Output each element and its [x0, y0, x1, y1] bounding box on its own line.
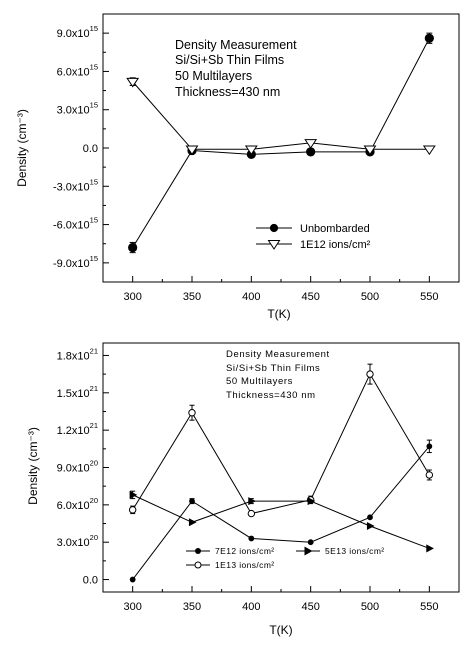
bottom-x-tick-label-300: 300: [123, 601, 141, 613]
bottom-series-2-point-5: [426, 544, 434, 553]
bottom-series-0-point-2: [248, 535, 255, 542]
top-series-1-line: [132, 81, 430, 150]
bottom-series-0-point-1: [189, 498, 195, 505]
bottom-y-tick-label-1: 1.5x1021: [57, 384, 98, 400]
top-series-1-point-1: [185, 145, 199, 156]
bottom-y-tick-label-0: 1.8x1021: [57, 346, 98, 362]
top-y-tick-label-6: -9.0x1015: [53, 254, 98, 270]
bottom-legend-marker-1: [195, 548, 201, 554]
top-legend-label-2: 1E12 ions/cm²: [300, 239, 371, 251]
top-y-ticks: 9.0x1015 6.0x1015 3.0x1015 0.0 -3.0x1015 -6.0…: [53, 24, 109, 270]
top-x-tick-label-400: 400: [242, 291, 260, 303]
top-series-0-line: [132, 38, 430, 248]
top-chart: 300 350 400 450 500 550 9.0x1015 6.0x1015 3.0x1…: [15, 13, 460, 321]
top-legend: Unbombarded 1E12 ions/cm²: [256, 223, 371, 251]
top-annotation-line-3: 50 Multilayers: [175, 69, 252, 83]
bottom-series-1-point-2: [247, 509, 256, 518]
top-x-tick-label-500: 500: [361, 291, 379, 303]
top-annotation-line-2: Si/Si+Sb Thin Films: [175, 53, 284, 67]
bottom-x-tick-label-350: 350: [183, 601, 201, 613]
bottom-series-0-point-3: [307, 539, 314, 546]
top-series-1-point-4: [363, 145, 377, 156]
bottom-y-tick-label-3: 9.0x1020: [57, 459, 98, 475]
top-y-axis-title: Density (cm⁻³): [15, 109, 29, 187]
top-annotation: Density Measurement Si/Si+Sb Thin Films …: [175, 38, 297, 99]
bottom-series-0-line: [132, 446, 430, 580]
top-series-1-point-5: [422, 145, 436, 156]
bottom-x-tick-label-400: 400: [242, 601, 260, 613]
bottom-series-1-point-5: [425, 471, 434, 479]
bottom-legend: 7E12 ions/cm² 5E13 ions/cm² 1E13 ions/cm…: [186, 546, 385, 570]
top-series-1-point-3: [304, 139, 318, 149]
bottom-x-axis-title: T(K): [269, 623, 292, 637]
bottom-series-0-point-0: [129, 576, 136, 583]
bottom-annotation: Density Measurement Si/Si+Sb Thin Films …: [226, 349, 330, 401]
bottom-legend-marker-3: [304, 546, 313, 556]
top-legend-marker-1: [269, 223, 279, 233]
top-series-0-point-0: [128, 242, 138, 253]
top-legend-label-1: Unbombarded: [300, 223, 370, 235]
bottom-y-tick-label-4: 6.0x1020: [57, 496, 98, 512]
bottom-x-tick-label-500: 500: [361, 601, 379, 613]
top-annotation-line-1: Density Measurement: [175, 38, 297, 52]
bottom-series-1-point-0: [128, 506, 137, 514]
top-y-tick-label-5: -6.0x1015: [53, 216, 98, 232]
bottom-legend-marker-2: [194, 561, 202, 569]
bottom-y-tick-label-2: 1.2x1021: [57, 421, 98, 437]
top-y-tick-label-1: 6.0x1015: [57, 62, 98, 78]
top-x-tick-label-300: 300: [123, 291, 141, 303]
bottom-annotation-line-2: Si/Si+Sb Thin Films: [226, 363, 320, 374]
top-series: [126, 32, 436, 254]
bottom-series-2-point-3: [307, 497, 316, 506]
bottom-annotation-line-4: Thickness=430 nm: [226, 390, 316, 401]
bottom-series-0-point-4: [367, 514, 373, 521]
bottom-x-tick-label-450: 450: [301, 601, 319, 613]
top-legend-marker-2: [267, 240, 281, 250]
bottom-y-tick-label-6: 0.0: [83, 575, 98, 587]
bottom-series-2-point-4: [366, 521, 375, 531]
bottom-series-2-point-1: [188, 518, 197, 527]
top-y-tick-label-2: 3.0x1015: [57, 101, 98, 117]
bottom-series-0-point-5: [426, 443, 433, 450]
bottom-annotation-line-3: 50 Multilayers: [226, 376, 293, 387]
top-series-0-point-5: [424, 33, 434, 43]
top-y-tick-label-3: 0.0: [83, 143, 98, 155]
top-x-tick-label-450: 450: [301, 291, 319, 303]
bottom-series-1-point-4: [366, 370, 374, 378]
top-x-tick-label-350: 350: [183, 291, 201, 303]
bottom-series-1-point-1: [188, 409, 196, 417]
bottom-annotation-line-1: Density Measurement: [226, 349, 330, 360]
top-x-tick-label-550: 550: [420, 291, 438, 303]
top-y-tick-label-4: -3.0x1015: [53, 177, 98, 193]
bottom-series-2-line: [132, 494, 430, 549]
bottom-y-ticks: 1.8x1021 1.5x1021 1.2x1021 9.0x1020 6.0x1020…: [57, 346, 109, 587]
bottom-series-2-point-2: [248, 497, 256, 506]
top-x-axis-title: T(K): [267, 307, 290, 321]
bottom-series-2-point-0: [129, 490, 138, 499]
bottom-legend-label-3: 5E13 ions/cm²: [325, 546, 385, 556]
bottom-series-1-line: [132, 373, 430, 515]
bottom-chart: 300 350 400 450 500 550 1.8x1021 1.5x1021 1.2x1…: [26, 342, 460, 637]
bottom-legend-label-1: 7E12 ions/cm²: [215, 546, 275, 556]
bottom-x-ticks: 300 350 400 450 500 550: [102, 586, 460, 613]
top-series-1-point-2: [244, 145, 258, 156]
bottom-x-tick-label-550: 550: [420, 601, 438, 613]
top-x-ticks: 300 350 400 450 500 550: [102, 276, 460, 303]
bottom-y-tick-label-5: 3.0x1020: [57, 533, 98, 549]
bottom-series: [128, 363, 434, 583]
bottom-y-axis-title: Density (cm⁻³): [26, 427, 40, 505]
top-series-1-point-0: [126, 77, 140, 88]
top-annotation-line-4: Thickness=430 nm: [175, 85, 280, 99]
bottom-legend-label-2: 1E13 ions/cm²: [215, 560, 275, 570]
top-series-0-point-3: [306, 147, 316, 157]
top-y-tick-label-0: 9.0x1015: [57, 24, 98, 40]
